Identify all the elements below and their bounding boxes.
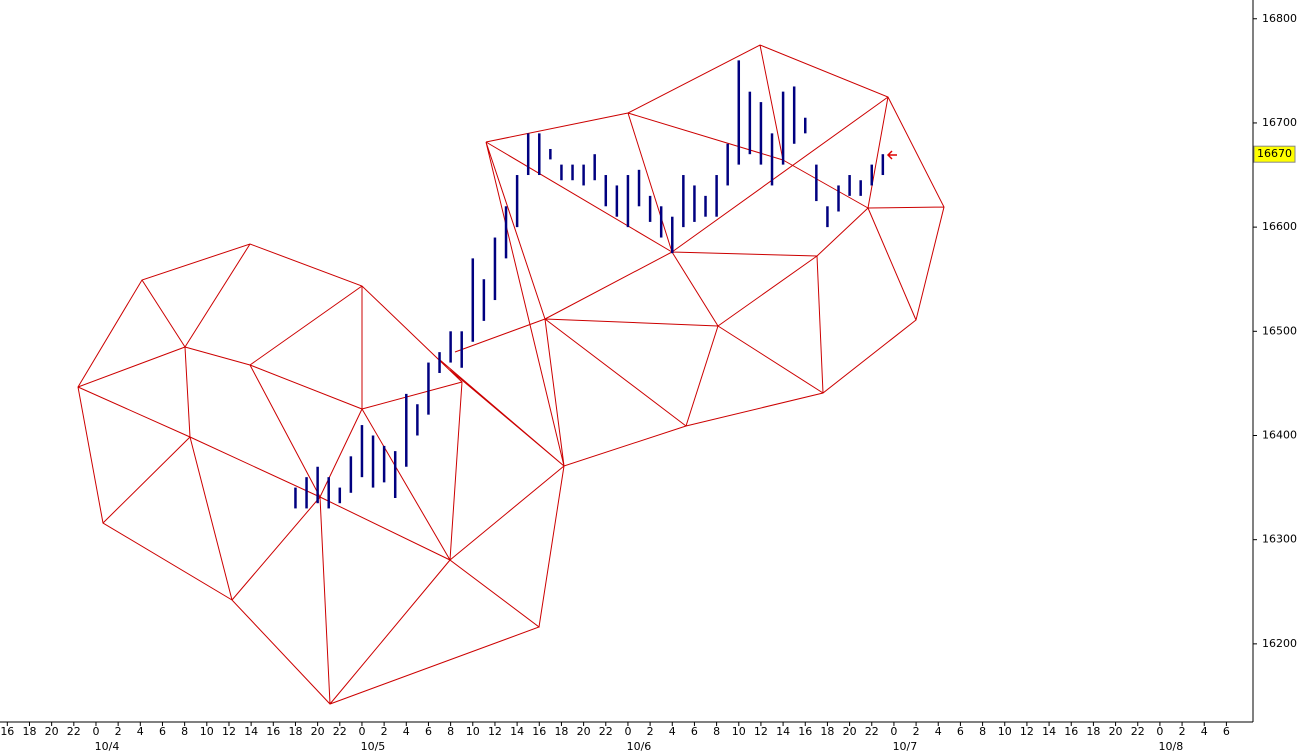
x-tick-label: 0 bbox=[890, 725, 897, 738]
x-tick-label: 20 bbox=[577, 725, 591, 738]
x-tick-label: 16 bbox=[1064, 725, 1078, 738]
x-tick-label: 6 bbox=[957, 725, 964, 738]
x-tick-label: 14 bbox=[1042, 725, 1056, 738]
x-tick-label: 10 bbox=[200, 725, 214, 738]
x-tick-label: 22 bbox=[865, 725, 879, 738]
x-tick-label: 16 bbox=[0, 725, 14, 738]
x-tick-label: 20 bbox=[1109, 725, 1123, 738]
y-tick-label: 16500 bbox=[1262, 324, 1297, 337]
last-price-label: 16670 bbox=[1257, 147, 1292, 160]
x-tick-label: 0 bbox=[358, 725, 365, 738]
x-tick-label: 10 bbox=[998, 725, 1012, 738]
x-tick-label: 14 bbox=[510, 725, 524, 738]
x-tick-label: 6 bbox=[691, 725, 698, 738]
date-label: 10/6 bbox=[627, 740, 652, 753]
x-tick-label: 22 bbox=[67, 725, 81, 738]
y-tick-label: 16300 bbox=[1262, 533, 1297, 546]
x-tick-label: 6 bbox=[1223, 725, 1230, 738]
x-tick-label: 2 bbox=[647, 725, 654, 738]
x-tick-label: 18 bbox=[820, 725, 834, 738]
price-arrow bbox=[886, 150, 897, 160]
x-tick-label: 8 bbox=[713, 725, 720, 738]
x-tick-label: 0 bbox=[1156, 725, 1163, 738]
x-tick-label: 18 bbox=[22, 725, 36, 738]
x-tick-label: 2 bbox=[115, 725, 122, 738]
triangulation-mesh bbox=[77, 44, 945, 705]
x-tick-label: 16 bbox=[532, 725, 546, 738]
y-tick-label: 16800 bbox=[1262, 12, 1297, 25]
y-tick-label: 16700 bbox=[1262, 116, 1297, 129]
x-tick-label: 6 bbox=[425, 725, 432, 738]
x-tick-label: 22 bbox=[599, 725, 613, 738]
x-tick-label: 12 bbox=[222, 725, 236, 738]
x-tick-label: 10 bbox=[466, 725, 480, 738]
x-tick-label: 4 bbox=[669, 725, 676, 738]
x-tick-label: 18 bbox=[554, 725, 568, 738]
x-tick-label: 16 bbox=[798, 725, 812, 738]
last-price-box bbox=[1253, 145, 1296, 163]
x-tick-label: 16 bbox=[266, 725, 280, 738]
x-tick-label: 8 bbox=[181, 725, 188, 738]
date-label: 10/5 bbox=[361, 740, 386, 753]
x-tick-label: 14 bbox=[244, 725, 258, 738]
x-tick-label: 8 bbox=[447, 725, 454, 738]
x-tick-label: 22 bbox=[1131, 725, 1145, 738]
date-label: 10/8 bbox=[1159, 740, 1184, 753]
date-label: 10/4 bbox=[95, 740, 120, 753]
x-tick-label: 4 bbox=[935, 725, 942, 738]
x-tick-label: 2 bbox=[1179, 725, 1186, 738]
x-tick-label: 2 bbox=[913, 725, 920, 738]
x-tick-label: 4 bbox=[1201, 725, 1208, 738]
x-tick-label: 12 bbox=[1020, 725, 1034, 738]
x-tick-label: 6 bbox=[159, 725, 166, 738]
x-tick-label: 20 bbox=[311, 725, 325, 738]
x-tick-label: 20 bbox=[45, 725, 59, 738]
x-tick-label: 20 bbox=[843, 725, 857, 738]
x-tick-label: 14 bbox=[776, 725, 790, 738]
x-tick-label: 2 bbox=[381, 725, 388, 738]
y-tick-label: 16600 bbox=[1262, 220, 1297, 233]
x-tick-label: 4 bbox=[403, 725, 410, 738]
x-tick-label: 4 bbox=[137, 725, 144, 738]
x-tick-label: 10 bbox=[732, 725, 746, 738]
x-tick-label: 18 bbox=[1086, 725, 1100, 738]
x-tick-label: 18 bbox=[288, 725, 302, 738]
x-tick-label: 12 bbox=[488, 725, 502, 738]
date-label: 10/7 bbox=[893, 740, 918, 753]
x-tick-label: 22 bbox=[333, 725, 347, 738]
x-tick-label: 0 bbox=[624, 725, 631, 738]
y-tick-label: 16400 bbox=[1262, 428, 1297, 441]
y-tick-label: 16200 bbox=[1262, 637, 1297, 650]
x-tick-label: 8 bbox=[979, 725, 986, 738]
x-tick-label: 12 bbox=[754, 725, 768, 738]
x-tick-label: 0 bbox=[92, 725, 99, 738]
